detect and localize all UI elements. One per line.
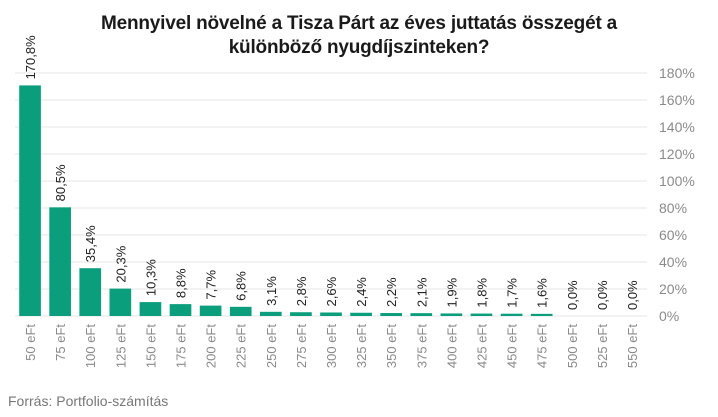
data-label: 35,4% <box>83 225 98 262</box>
data-label: 1,8% <box>474 277 489 307</box>
data-label: 2,1% <box>414 277 429 307</box>
bar <box>109 288 132 316</box>
data-label: 1,6% <box>535 278 550 308</box>
source-note: Forrás: Portfolio-számítás <box>8 393 169 409</box>
bar <box>199 305 222 316</box>
data-label: 2,2% <box>384 277 399 307</box>
x-tick-label: 525 eFt <box>595 324 610 368</box>
data-label: 0,0% <box>625 280 640 310</box>
data-label: 80,5% <box>53 164 68 201</box>
data-label: 3,1% <box>264 276 279 306</box>
x-tick-label: 475 eFt <box>535 324 550 368</box>
chart-title-line-2: különböző nyugdíjszinteken? <box>228 37 490 58</box>
bar <box>19 85 41 316</box>
data-label: 7,7% <box>204 270 219 300</box>
chart-title-line-1: Mennyivel növelné a Tisza Párt az éves j… <box>100 13 618 34</box>
y-tick-label: 40% <box>659 254 687 270</box>
bar <box>229 306 252 316</box>
bar <box>290 312 312 316</box>
x-tick-label: 200 eFt <box>204 324 219 368</box>
data-label: 1,7% <box>505 278 520 308</box>
data-label: 6,8% <box>234 271 249 301</box>
x-tick-label: 450 eFt <box>505 324 520 368</box>
x-tick-label: 500 eFt <box>565 324 580 368</box>
x-tick-label: 100 eFt <box>83 324 98 368</box>
bar <box>169 304 192 316</box>
x-tick-label: 75 eFt <box>53 324 68 361</box>
x-tick-label: 350 eFt <box>384 324 399 368</box>
x-tick-label: 325 eFt <box>354 324 369 368</box>
data-label: 170,8% <box>23 35 38 80</box>
x-tick-label: 400 eFt <box>444 324 459 368</box>
x-tick-label: 550 eFt <box>625 324 640 368</box>
bar <box>139 302 162 316</box>
bar <box>320 312 342 316</box>
y-tick-label: 60% <box>659 227 687 243</box>
y-tick-label: 120% <box>659 146 695 162</box>
data-label: 20,3% <box>113 245 128 282</box>
bar <box>470 313 493 316</box>
x-tick-label: 125 eFt <box>113 324 128 368</box>
data-label: 10,3% <box>143 259 158 296</box>
bar <box>530 313 553 316</box>
bar <box>49 207 71 316</box>
y-tick-label: 80% <box>659 200 687 216</box>
bar <box>380 313 403 316</box>
y-tick-label: 100% <box>659 173 695 189</box>
bar <box>259 311 282 316</box>
x-tick-label: 275 eFt <box>294 324 309 368</box>
bar <box>350 312 372 316</box>
data-label: 0,0% <box>595 280 610 310</box>
data-label: 2,6% <box>324 276 339 306</box>
bar <box>79 268 102 316</box>
x-tick-label: 50 eFt <box>23 324 38 361</box>
bar <box>500 313 523 316</box>
x-tick-label: 425 eFt <box>474 324 489 368</box>
x-tick-label: 225 eFt <box>234 324 249 368</box>
bar <box>410 313 433 316</box>
y-tick-label: 140% <box>659 119 695 135</box>
x-tick-label: 250 eFt <box>264 324 279 368</box>
data-label: 8,8% <box>174 268 189 298</box>
data-label: 0,0% <box>565 280 580 310</box>
x-tick-label: 175 eFt <box>174 324 189 368</box>
chart-title: Mennyivel növelné a Tisza Párt az éves j… <box>0 12 718 60</box>
x-tick-label: 375 eFt <box>414 324 429 368</box>
y-tick-label: 180% <box>659 65 695 81</box>
y-tick-label: 160% <box>659 92 695 108</box>
data-label: 2,4% <box>354 277 369 307</box>
x-tick-label: 150 eFt <box>143 324 158 368</box>
y-tick-label: 20% <box>659 281 687 297</box>
bar <box>440 313 463 316</box>
data-label: 2,8% <box>294 276 309 306</box>
data-label: 1,9% <box>444 277 459 307</box>
x-tick-label: 300 eFt <box>324 324 339 368</box>
y-tick-label: 0% <box>659 308 679 324</box>
